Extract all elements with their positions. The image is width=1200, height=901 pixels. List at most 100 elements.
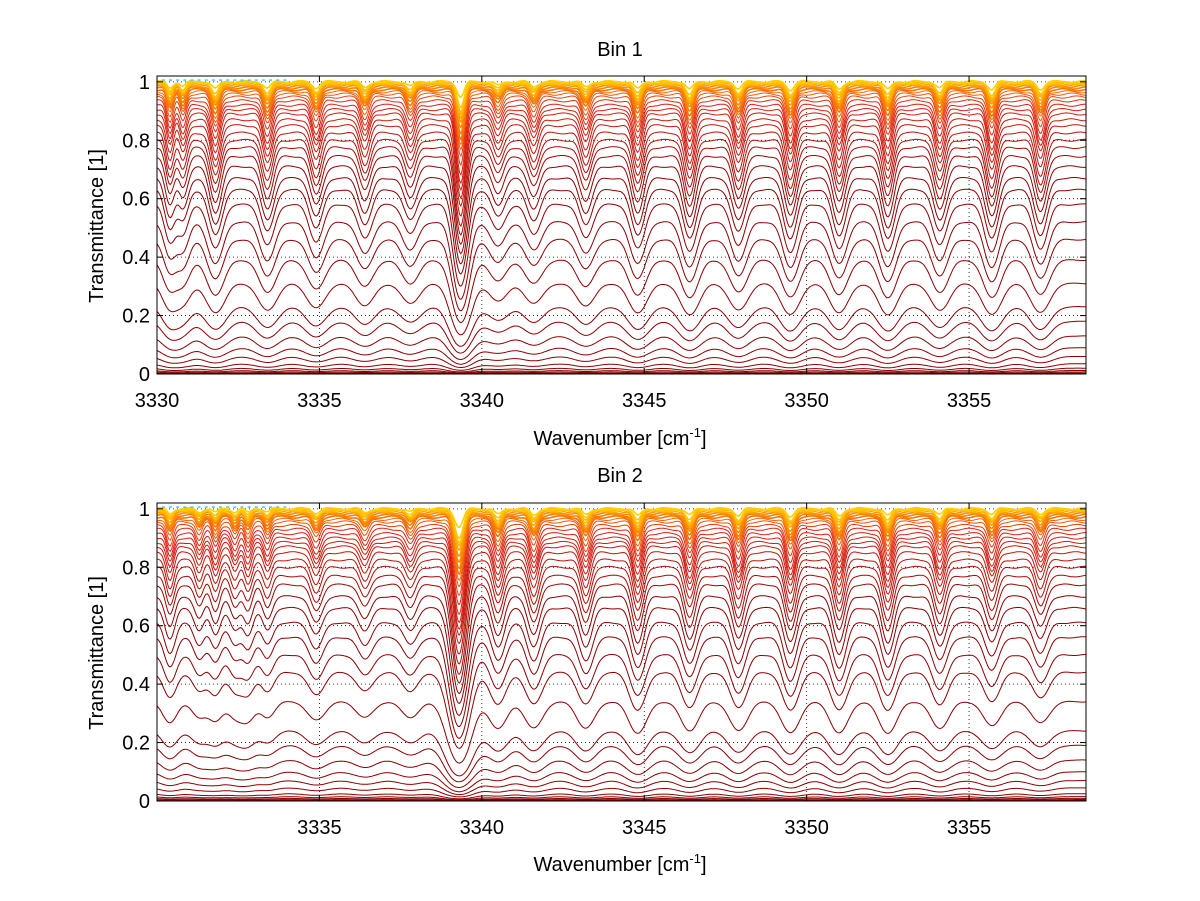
transmittance-curve [157, 282, 1086, 336]
transmittance-curve [157, 335, 1086, 361]
transmittance-curve [157, 606, 1086, 704]
transmittance-curve [157, 372, 1086, 374]
chart-title: Bin 2 [597, 465, 643, 487]
x-tick-label: 3345 [622, 390, 667, 412]
transmittance-curve [157, 83, 1086, 124]
x-tick-label: 3340 [460, 817, 505, 839]
transmittance-curve [157, 595, 1086, 695]
transmittance-curve [157, 565, 1086, 665]
y-tick-label: 0 [139, 791, 150, 813]
plot-frame [156, 502, 1087, 802]
transmittance-curve [157, 370, 1086, 374]
transmittance-curve [157, 79, 1086, 99]
transmittance-curve [157, 730, 1086, 777]
transmittance-curve [157, 124, 1086, 207]
transmittance-curve [157, 797, 1086, 801]
transmittance-curve [157, 780, 1086, 796]
transmittance-curve [157, 371, 1086, 374]
transmittance-curve [157, 138, 1086, 227]
transmittance-curve [157, 759, 1086, 788]
transmittance-curve [157, 787, 1086, 798]
transmittance-curve [157, 259, 1086, 324]
y-tick-label: 0 [139, 364, 150, 386]
transmittance-curve [157, 112, 1086, 192]
y-axis-label: Transmittance [1] [86, 149, 108, 303]
y-tick-label: 0.8 [122, 130, 150, 152]
transmittance-curve [157, 367, 1086, 373]
y-tick-label: 0.6 [122, 616, 150, 638]
x-tick-label: 3340 [460, 390, 505, 412]
transmittance-curve [157, 771, 1086, 793]
grid [156, 76, 1086, 375]
y-tick-label: 0.4 [122, 247, 150, 269]
chart-panel-bin-1: Bin 1 Transmittance [1] Wavenumber [cm-1… [86, 39, 1087, 450]
x-axis-label-end: ] [701, 854, 707, 876]
transmittance-curve [157, 165, 1086, 255]
y-tick-label: 1 [139, 72, 150, 94]
x-tick-label: 3335 [297, 817, 342, 839]
transmittance-curve [157, 99, 1086, 167]
transmittance-curve [157, 203, 1086, 287]
transmittance-curve [157, 90, 1086, 146]
transmittance-curve [157, 238, 1086, 312]
transmittance-curve [157, 574, 1086, 675]
transmittance-curve [157, 511, 1086, 563]
y-axis-label: Transmittance [1] [86, 576, 108, 730]
x-axis-label: Wavenumber [cm-1] [533, 425, 706, 450]
transmittance-curve [157, 506, 1086, 528]
y-tick-label: 1 [139, 499, 150, 521]
x-axis-label-superscript: -1 [689, 425, 701, 440]
x-tick-label: 3355 [947, 817, 992, 839]
y-tick-label: 0.4 [122, 674, 150, 696]
y-tick-label: 0.2 [122, 306, 150, 328]
transmittance-curve [157, 796, 1086, 801]
plot-frame [156, 75, 1087, 375]
chart-title: Bin 1 [597, 39, 643, 61]
x-tick-label: 3355 [947, 390, 992, 412]
x-axis-label-main: Wavenumber [cm [533, 854, 689, 876]
x-axis-label-superscript: -1 [689, 851, 701, 866]
transmittance-curve [157, 356, 1086, 368]
x-tick-label: 3335 [297, 390, 342, 412]
chart-panel-bin-2: Bin 2 Transmittance [1] Wavenumber [cm-1… [86, 465, 1087, 876]
transmittance-curve [157, 305, 1086, 347]
x-axis-label: Wavenumber [cm-1] [533, 851, 706, 876]
transmittance-curve [157, 671, 1086, 749]
transmittance-curve [157, 520, 1086, 588]
transmittance-curve [157, 154, 1086, 246]
x-tick-label: 3350 [784, 390, 829, 412]
x-axis-label-main: Wavenumber [cm [533, 428, 689, 450]
transmittance-curve [157, 545, 1086, 636]
y-tick-label: 0.2 [122, 733, 150, 755]
transmittance-curve [157, 700, 1086, 764]
transmittance-curve [157, 510, 1086, 557]
transmittance-curve [157, 118, 1086, 200]
transmittance-curve [157, 107, 1086, 185]
x-axis-label-end: ] [701, 428, 707, 450]
transmittance-curve [157, 103, 1086, 176]
transmittance-curve [157, 799, 1086, 801]
transmittance-curve [157, 523, 1086, 596]
transmittance-curve [157, 131, 1086, 217]
transmittance-curve [157, 221, 1086, 300]
transmittance-curve [157, 527, 1086, 605]
y-tick-label: 0.8 [122, 557, 150, 579]
transmittance-curve [157, 793, 1086, 800]
transmittance-curve [157, 176, 1086, 265]
transmittance-curve [157, 84, 1086, 129]
x-tick-label: 3350 [784, 817, 829, 839]
transmittance-curve [157, 363, 1086, 371]
transmittance-curve [157, 320, 1086, 354]
transmittance-curve [157, 583, 1086, 684]
series-group [157, 79, 1086, 374]
x-tick-label: 3330 [135, 390, 180, 412]
transmittance-curve [157, 551, 1086, 644]
transmittance-curve [157, 540, 1086, 630]
series-group [157, 506, 1086, 801]
transmittance-curve [157, 517, 1086, 581]
transmittance-curve [157, 636, 1086, 727]
transmittance-curve [157, 653, 1086, 739]
transmittance-curve [157, 558, 1086, 655]
transmittance-curve [157, 621, 1086, 716]
